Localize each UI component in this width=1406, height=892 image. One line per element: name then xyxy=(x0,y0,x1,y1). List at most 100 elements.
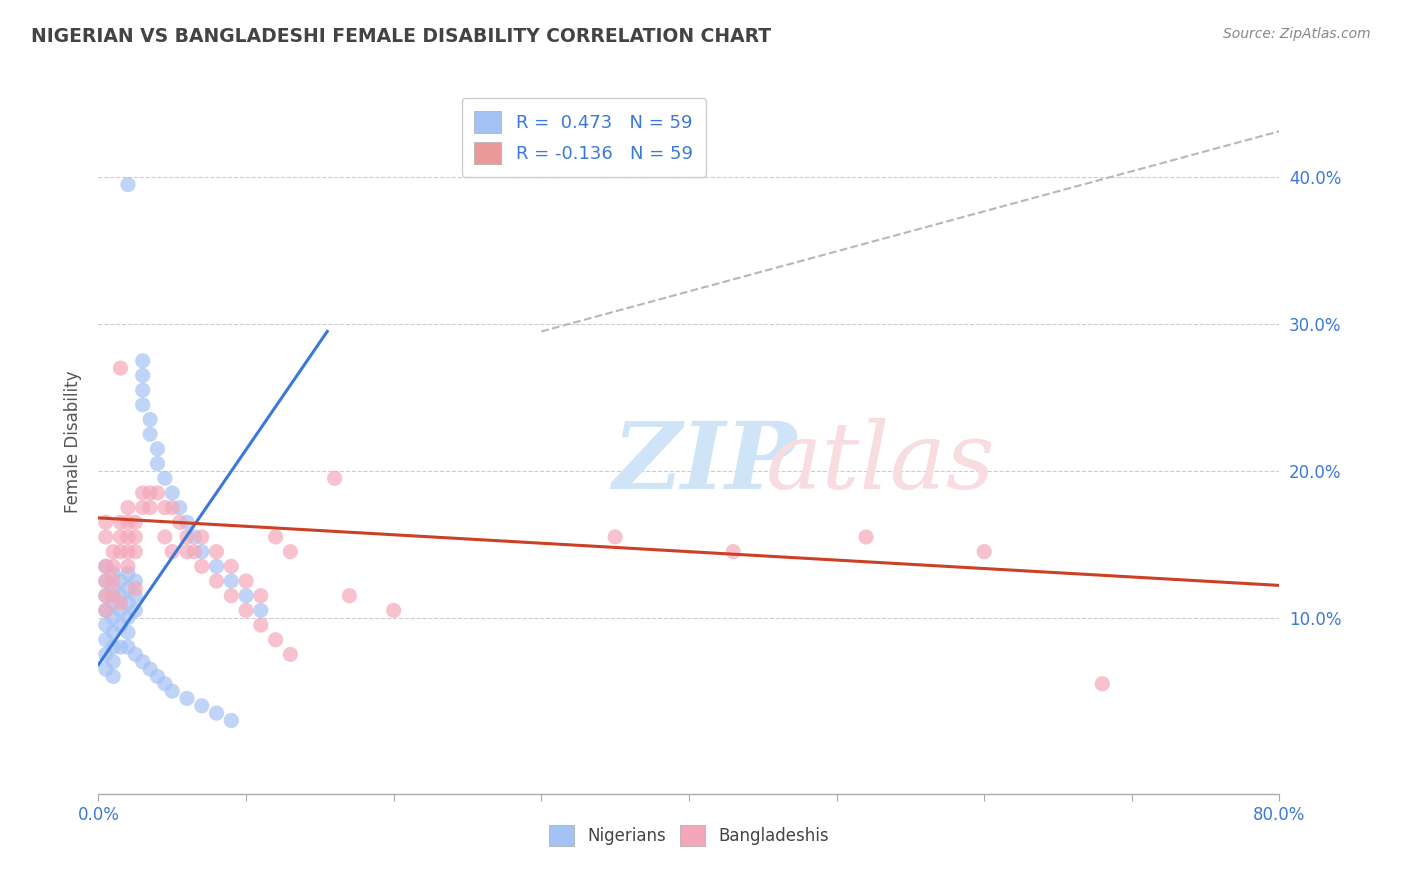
Point xyxy=(110,574,132,588)
Point xyxy=(169,516,191,530)
Point xyxy=(94,589,117,603)
Point xyxy=(382,603,405,617)
Point xyxy=(124,648,146,662)
Point xyxy=(205,559,228,574)
Point xyxy=(205,574,228,588)
Point xyxy=(117,516,139,530)
Point xyxy=(94,632,117,647)
Point xyxy=(117,530,139,544)
Point xyxy=(132,486,155,500)
Text: NIGERIAN VS BANGLADESHI FEMALE DISABILITY CORRELATION CHART: NIGERIAN VS BANGLADESHI FEMALE DISABILIT… xyxy=(31,27,770,45)
Point xyxy=(103,559,125,574)
Point xyxy=(110,640,132,654)
Point xyxy=(110,361,132,376)
Point xyxy=(124,589,146,603)
Point xyxy=(110,589,132,603)
Point xyxy=(117,544,139,558)
Point xyxy=(124,582,146,596)
Point xyxy=(221,589,243,603)
Point xyxy=(183,544,205,558)
Point xyxy=(117,500,139,515)
Point xyxy=(139,427,162,442)
Point xyxy=(124,603,146,617)
Point xyxy=(235,589,257,603)
Legend: Nigerians, Bangladeshis: Nigerians, Bangladeshis xyxy=(543,819,835,853)
Point xyxy=(250,603,273,617)
Point xyxy=(153,677,176,691)
Point xyxy=(94,662,117,676)
Y-axis label: Female Disability: Female Disability xyxy=(63,370,82,513)
Point xyxy=(235,603,257,617)
Point xyxy=(339,589,361,603)
Point xyxy=(124,530,146,544)
Point xyxy=(132,655,155,669)
Point xyxy=(94,603,117,617)
Point xyxy=(94,516,117,530)
Point xyxy=(139,412,162,426)
Point xyxy=(117,178,139,192)
Point xyxy=(110,516,132,530)
Point xyxy=(146,442,169,456)
Point xyxy=(250,618,273,632)
Point xyxy=(110,603,132,617)
Point xyxy=(855,530,877,544)
Point xyxy=(1091,677,1114,691)
Point xyxy=(117,582,139,596)
Point xyxy=(235,574,257,588)
Point xyxy=(146,669,169,683)
Point xyxy=(110,530,132,544)
Point xyxy=(250,589,273,603)
Point xyxy=(103,611,125,625)
Point xyxy=(103,596,125,610)
Point xyxy=(124,544,146,558)
Text: ZIP: ZIP xyxy=(612,417,796,508)
Point xyxy=(605,530,627,544)
Point xyxy=(94,603,117,617)
Point xyxy=(153,471,176,485)
Point xyxy=(94,574,117,588)
Point xyxy=(103,574,125,588)
Point xyxy=(132,353,155,368)
Point xyxy=(162,544,183,558)
Point xyxy=(191,698,214,713)
Point xyxy=(183,530,205,544)
Point xyxy=(264,632,287,647)
Point xyxy=(103,589,125,603)
Point xyxy=(146,486,169,500)
Point xyxy=(139,500,162,515)
Point xyxy=(169,500,191,515)
Point xyxy=(205,544,228,558)
Point xyxy=(117,566,139,581)
Point xyxy=(132,368,155,383)
Point xyxy=(103,655,125,669)
Point xyxy=(221,714,243,728)
Point xyxy=(139,486,162,500)
Point xyxy=(973,544,995,558)
Point xyxy=(110,618,132,632)
Point xyxy=(103,544,125,558)
Point xyxy=(176,691,198,706)
Point xyxy=(103,669,125,683)
Point xyxy=(124,516,146,530)
Point xyxy=(94,559,117,574)
Point xyxy=(280,544,302,558)
Point xyxy=(176,516,198,530)
Point xyxy=(280,648,302,662)
Point xyxy=(117,559,139,574)
Point xyxy=(117,611,139,625)
Point xyxy=(162,486,183,500)
Point xyxy=(162,500,183,515)
Point xyxy=(162,684,183,698)
Point xyxy=(94,530,117,544)
Point xyxy=(103,582,125,596)
Point xyxy=(132,398,155,412)
Point xyxy=(103,566,125,581)
Point xyxy=(103,640,125,654)
Point xyxy=(110,544,132,558)
Point xyxy=(94,574,117,588)
Point xyxy=(146,457,169,471)
Point xyxy=(124,574,146,588)
Point xyxy=(176,530,198,544)
Point xyxy=(264,530,287,544)
Point xyxy=(723,544,745,558)
